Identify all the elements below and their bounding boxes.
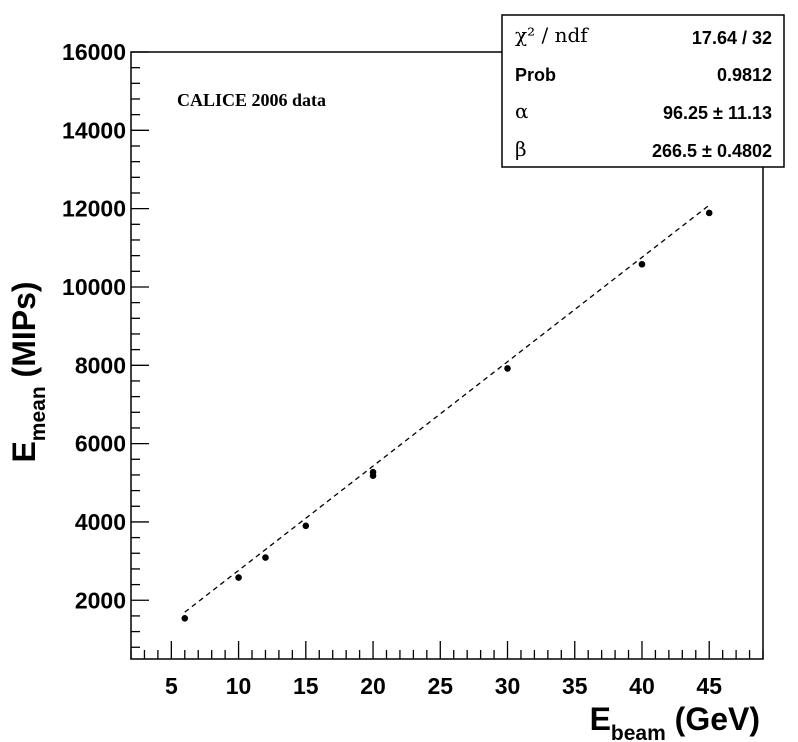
stats-label-chi2: χ² / ndf	[515, 23, 589, 47]
x-tick-label: 40	[629, 673, 655, 699]
x-tick-label: 15	[293, 673, 319, 699]
plot-frame	[130, 51, 764, 660]
y-tick-label: 16000	[62, 39, 126, 65]
stats-label-beta: β	[515, 137, 527, 161]
x-tick-label: 25	[427, 673, 453, 699]
y-tick-label: 10000	[62, 274, 126, 300]
fit-line-segment	[184, 204, 710, 613]
fit-line	[184, 204, 710, 613]
y-tick-label: 14000	[62, 117, 126, 143]
x-tick-label: 35	[562, 673, 588, 699]
data-point	[235, 574, 242, 581]
stats-value-alpha: 96.25 ± 11.13	[663, 103, 772, 123]
data-point	[302, 522, 310, 530]
x-axis-title: Ebeam (GeV)	[590, 701, 760, 742]
x-tick-label: 45	[696, 673, 722, 699]
y-tick-label: 8000	[75, 352, 126, 378]
stats-value-beta: 266.5 ± 0.4802	[652, 141, 772, 161]
data-point	[705, 209, 713, 217]
stats-label-prob: Prob	[515, 65, 556, 85]
stats-value-chi2: 17.64 / 32	[692, 28, 772, 48]
ticks: 5 10 15 20 25 30 35 40 45 2000 4000 6000 8000 10000 12…	[62, 39, 764, 699]
data-point	[181, 614, 189, 622]
data-point	[504, 365, 511, 372]
stats-box: χ² / ndf 17.64 / 32 Prob 0.9812 α 96.25 …	[501, 14, 785, 168]
x-tick-label: 30	[495, 673, 521, 699]
stats-value-prob: 0.9812	[717, 65, 772, 85]
data-point	[638, 260, 646, 268]
y-axis-title: Emean (MIPs)	[6, 281, 50, 462]
data-point	[262, 554, 269, 561]
y-tick-label: 4000	[75, 509, 126, 535]
x-tick-label: 5	[165, 673, 178, 699]
data-point	[369, 468, 377, 476]
x-tick-label: 10	[226, 673, 252, 699]
y-tick-label: 2000	[75, 587, 126, 613]
chart-annotation: CALICE 2006 data	[177, 90, 326, 110]
y-tick-label: 12000	[62, 196, 126, 222]
data-points	[181, 209, 713, 622]
axes-frame	[130, 51, 764, 660]
y-tick-label: 6000	[75, 431, 126, 457]
x-tick-label: 20	[360, 673, 386, 699]
stats-label-alpha: α	[515, 99, 529, 123]
